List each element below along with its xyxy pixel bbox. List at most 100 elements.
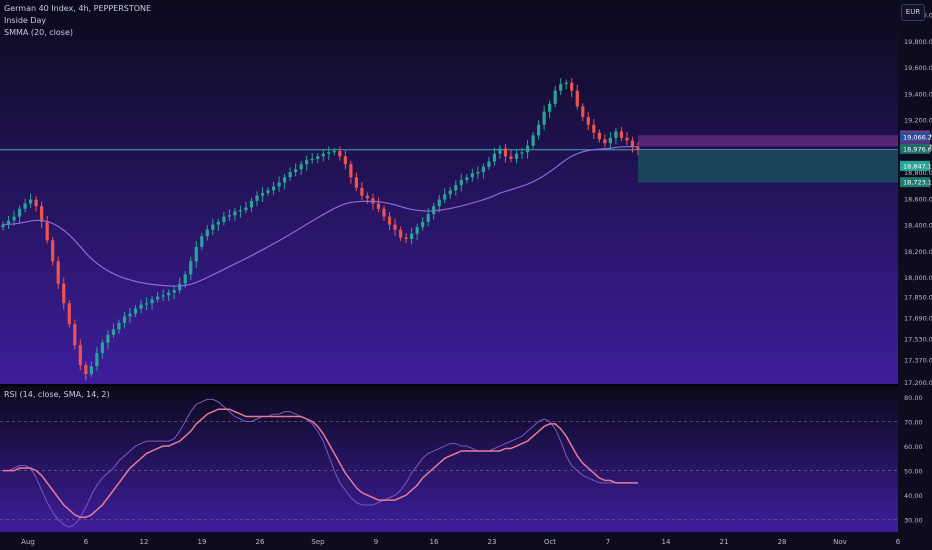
candle — [492, 147, 497, 166]
candle — [189, 256, 193, 280]
candle — [525, 139, 530, 159]
candle — [415, 223, 419, 241]
candle-body — [465, 177, 469, 180]
candle-body — [227, 215, 231, 217]
candle — [531, 132, 535, 150]
candle — [51, 236, 55, 266]
candle-body — [89, 366, 93, 375]
price-axis-label: 18,976.6 — [900, 143, 932, 154]
candle — [597, 129, 601, 143]
candle-body — [172, 290, 176, 293]
price-tick-label: 18,000.0 — [904, 274, 932, 282]
candle — [398, 226, 403, 241]
candle-body — [233, 211, 237, 216]
symbol-title[interactable]: German 40 Index, 4h, PEPPERSTONE — [4, 4, 152, 13]
candle-body — [531, 135, 535, 146]
candle — [56, 256, 60, 289]
indicator-inside-day[interactable]: Inside Day — [4, 16, 47, 25]
candle-body — [161, 295, 165, 297]
candle — [211, 218, 215, 236]
rsi-tick-label: 30.00 — [904, 517, 923, 525]
candle-body — [415, 227, 419, 234]
candle — [84, 361, 88, 381]
candle-body — [144, 303, 149, 305]
rsi-tick-label: 50.00 — [904, 468, 923, 476]
candle-body — [139, 304, 143, 309]
candle — [608, 132, 612, 149]
candle — [122, 311, 127, 329]
candle-body — [443, 194, 447, 200]
candle — [294, 163, 298, 177]
candle — [376, 197, 381, 213]
candle — [448, 187, 452, 199]
candle-body — [200, 236, 204, 247]
candle — [354, 172, 358, 192]
price-tick-label: 18,200.0 — [904, 248, 932, 256]
price-tick-label: 18,800.0 — [904, 169, 932, 177]
candle-body — [299, 164, 303, 170]
candle-body — [29, 199, 33, 204]
candle-body — [570, 82, 574, 91]
x-tick-label: 26 — [256, 538, 265, 546]
candle-body — [288, 172, 292, 178]
price-tick-label: 17,690.0 — [904, 315, 932, 323]
candle-body — [426, 214, 430, 222]
candle-body — [6, 220, 11, 225]
candle-body — [73, 324, 77, 346]
candle — [630, 137, 635, 153]
candle — [255, 191, 259, 207]
candle-body — [294, 169, 298, 173]
candle-body — [17, 208, 22, 217]
rsi-ma-line — [3, 408, 638, 519]
candle — [614, 128, 618, 145]
price-tick-label: 18,600.0 — [904, 195, 932, 203]
candle-body — [365, 195, 370, 199]
candle-body — [150, 299, 154, 304]
candle — [619, 126, 624, 142]
price-tick-label: 17,200.0 — [904, 379, 932, 387]
candle-body — [106, 334, 110, 343]
candle — [349, 160, 353, 184]
indicator-smma[interactable]: SMMA (20, close) — [4, 28, 74, 37]
candle — [443, 188, 447, 203]
candle — [1, 221, 5, 231]
candle — [283, 174, 287, 189]
candle — [570, 78, 574, 98]
candle-body — [167, 292, 171, 296]
candle — [45, 215, 49, 244]
x-tick-label: Aug — [21, 538, 35, 546]
candle — [603, 134, 607, 148]
candle — [310, 153, 314, 164]
price-tick-label: 19,800.0 — [904, 38, 932, 46]
candle-body — [238, 210, 243, 212]
candle — [393, 218, 397, 237]
currency-button[interactable]: EUR — [901, 4, 925, 21]
candle-body — [133, 308, 138, 314]
candle — [128, 307, 132, 323]
x-tick-label: Sep — [311, 538, 325, 546]
candle — [316, 153, 320, 164]
price-tick-label: 17,530.0 — [904, 336, 932, 344]
candle — [271, 181, 276, 195]
price-axis-label-bg — [900, 177, 930, 188]
rsi-legend[interactable]: RSI (14, close, SMA, 14, 2) — [4, 390, 110, 399]
candle-body — [349, 164, 353, 178]
candle — [410, 227, 414, 245]
candle-body — [45, 221, 49, 241]
candle-body — [205, 229, 209, 237]
candle-body — [327, 152, 331, 154]
candle — [592, 118, 596, 140]
candle — [476, 166, 480, 179]
candle-body — [67, 303, 71, 325]
rsi-pane-bg — [0, 386, 898, 532]
candle — [238, 205, 243, 218]
candle-body — [156, 296, 160, 300]
candle-body — [211, 224, 215, 230]
candle — [139, 299, 143, 313]
candle — [6, 215, 11, 229]
candle — [421, 217, 425, 231]
x-tick-label: 7 — [606, 538, 610, 546]
price-axis-label-text: 18,847.1 — [903, 162, 932, 170]
time-axis-bg — [0, 532, 898, 550]
